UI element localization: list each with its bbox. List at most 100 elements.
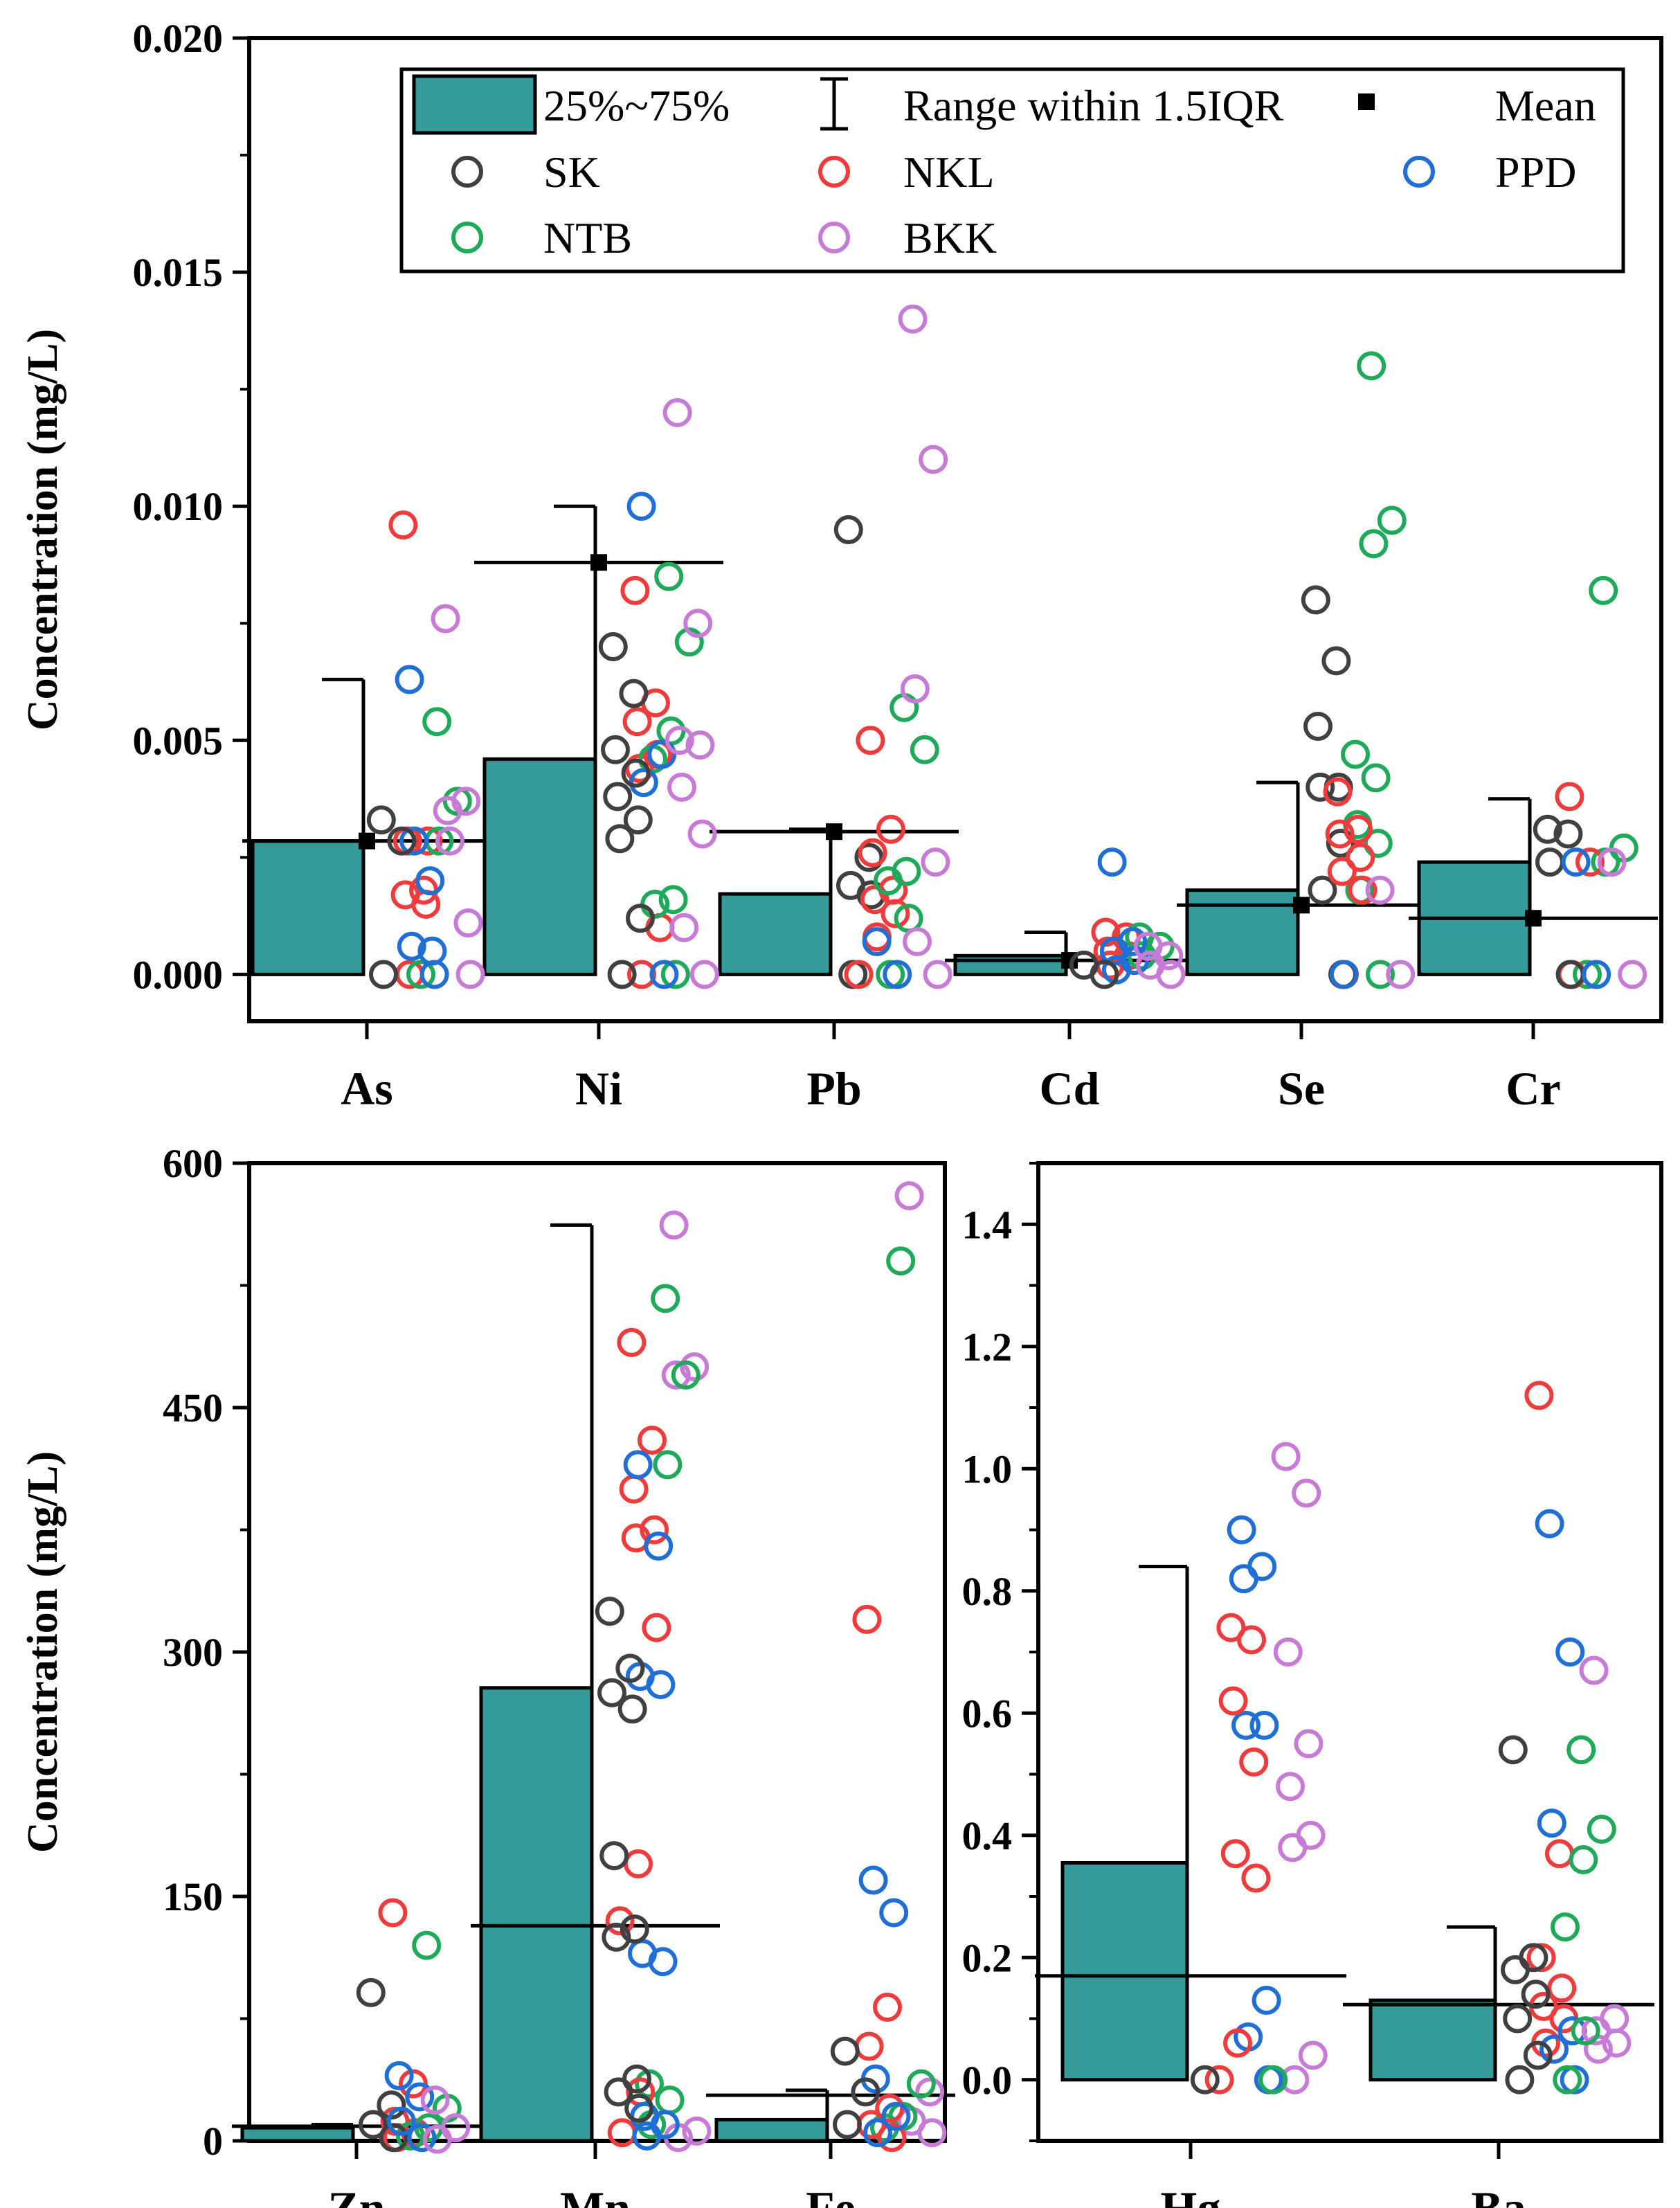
data-point-ppd xyxy=(879,1898,909,1928)
data-point-bkk xyxy=(422,2124,452,2154)
y-tick-label: 1.2 xyxy=(962,1325,1013,1370)
data-point-bkk xyxy=(665,726,694,755)
data-point-ntb xyxy=(1553,2065,1582,2094)
y-axis-title: Concentration (mg/L) xyxy=(19,329,66,730)
box-iqr xyxy=(1369,1998,1497,2082)
legend-mean-marker xyxy=(1358,93,1375,110)
data-point-ntb xyxy=(889,692,919,722)
y-tick-label: 0.000 xyxy=(133,952,224,997)
data-point-ntb xyxy=(910,735,939,764)
legend-range-icon xyxy=(820,77,848,131)
y-tick-label: 1.4 xyxy=(962,1202,1013,1247)
data-point-bkk xyxy=(683,609,713,638)
data-point-ppd xyxy=(1247,1552,1277,1581)
data-point-bkk xyxy=(1156,960,1186,989)
x-tick-label: Se xyxy=(1278,1062,1325,1115)
data-point-ntb xyxy=(1258,2065,1288,2094)
data-point-sk xyxy=(598,632,628,662)
data-point-nkl xyxy=(1323,777,1353,807)
data-point-sk xyxy=(1521,1980,1551,2009)
x-tick-label: Pb xyxy=(806,1062,861,1115)
data-point-nkl xyxy=(858,838,887,868)
data-point-sk xyxy=(854,843,884,872)
box-iqr xyxy=(1185,888,1300,976)
y-tick-label: 0.6 xyxy=(962,1691,1013,1736)
box-iqr xyxy=(240,2126,355,2143)
data-point-sk xyxy=(1505,2065,1535,2094)
box-iqr xyxy=(1060,1860,1189,2082)
data-point-nkl xyxy=(875,2093,905,2123)
data-point-ntb xyxy=(886,1246,916,1276)
data-point-sk xyxy=(833,515,863,544)
data-point-nkl xyxy=(1555,782,1584,811)
data-point-nkl xyxy=(1220,1839,1250,1869)
data-point-sk xyxy=(626,904,655,933)
data-point-ntb xyxy=(653,1450,683,1480)
data-point-ntb xyxy=(422,707,452,737)
data-point-ntb xyxy=(874,866,903,896)
box-iqr xyxy=(251,839,365,976)
data-point-bkk xyxy=(680,1352,710,1382)
data-point-nkl xyxy=(1344,814,1373,844)
y-tick-label: 300 xyxy=(163,1630,223,1675)
data-point-nkl xyxy=(1237,1625,1266,1655)
data-point-ppd xyxy=(623,1450,653,1480)
data-point-ppd xyxy=(407,2123,437,2153)
box-iqr xyxy=(479,1686,594,2143)
y-tick-label: 1.0 xyxy=(962,1446,1013,1491)
data-point-nkl xyxy=(1545,1839,1574,1869)
data-point-bkk xyxy=(1273,1637,1303,1667)
y-tick-label: 0.2 xyxy=(962,1935,1013,1980)
data-point-bkk xyxy=(420,2085,450,2115)
data-point-nkl xyxy=(876,814,905,844)
data-point-ppd xyxy=(863,2118,892,2148)
x-tick-label: Cr xyxy=(1506,1062,1560,1115)
y-tick-label: 0.005 xyxy=(133,718,224,763)
data-point-sk xyxy=(621,758,651,788)
data-point-bkk xyxy=(1602,2028,1632,2058)
data-point-bkk xyxy=(662,397,692,427)
data-point-sk xyxy=(369,960,398,989)
x-tick-label: As xyxy=(341,1062,393,1115)
y-tick-label: 600 xyxy=(163,1141,223,1186)
data-point-ppd xyxy=(386,2106,416,2136)
x-tick-label: Ba xyxy=(1471,2182,1526,2208)
data-point-sk xyxy=(603,782,633,811)
data-point-ppd xyxy=(1249,1710,1279,1740)
data-point-nkl xyxy=(854,2031,884,2061)
data-point-ntb xyxy=(1587,1814,1616,1844)
data-point-sk xyxy=(1306,772,1335,802)
data-point-ntb xyxy=(1551,1912,1580,1942)
data-point-sk xyxy=(387,826,417,856)
data-point-sk xyxy=(1321,646,1351,676)
data-point-ntb xyxy=(1573,960,1602,989)
data-point-nkl xyxy=(860,885,889,915)
y-tick-label: 150 xyxy=(163,1874,223,1919)
data-point-sk xyxy=(623,805,653,835)
data-point-nkl xyxy=(1216,1613,1246,1642)
data-point-ppd xyxy=(1537,1808,1566,1838)
data-point-ppd xyxy=(858,1865,888,1895)
data-point-sk xyxy=(599,1841,629,1871)
data-point-bkk xyxy=(435,826,464,856)
data-point-sk xyxy=(1555,960,1585,989)
data-point-ppd xyxy=(405,2082,435,2112)
legend-bkk-marker xyxy=(818,222,850,253)
data-point-ppd xyxy=(419,960,449,989)
data-point-ppd xyxy=(1582,960,1611,989)
data-point-ppd xyxy=(415,866,445,896)
data-point-nkl xyxy=(642,1613,671,1642)
data-point-ppd xyxy=(399,826,428,856)
data-point-ppd xyxy=(1329,960,1359,989)
data-point-ppd xyxy=(1252,1986,1281,2016)
data-point-ntb xyxy=(1363,829,1393,859)
data-point-nkl xyxy=(877,2123,907,2153)
data-point-sk xyxy=(1498,1735,1528,1765)
mean-marker xyxy=(359,832,375,850)
data-point-nkl xyxy=(1241,1863,1271,1893)
data-point-bkk xyxy=(431,604,460,634)
data-point-nkl xyxy=(1524,1381,1554,1410)
data-point-bkk xyxy=(659,1210,689,1240)
data-point-ntb xyxy=(1341,739,1370,769)
